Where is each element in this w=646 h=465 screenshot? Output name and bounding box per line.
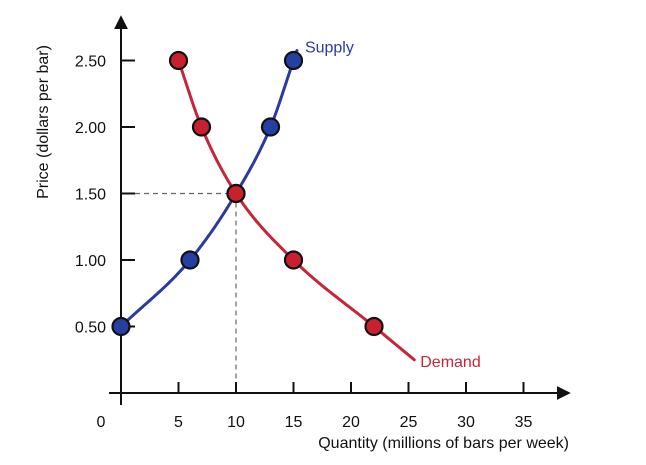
demand-point bbox=[226, 183, 246, 204]
x-tick-label: 15 bbox=[285, 414, 303, 431]
x-tick-label: 10 bbox=[227, 414, 245, 431]
x-axis-label: Quantity (millions of bars per week) bbox=[318, 435, 569, 452]
axes bbox=[109, 15, 571, 405]
y-tick-label: 0.50 bbox=[75, 320, 106, 337]
x-tick-label: 25 bbox=[400, 414, 418, 431]
supply-label: Supply bbox=[305, 40, 354, 57]
x-tick-label: 0 bbox=[97, 414, 106, 431]
series-labels: Supply Demand bbox=[305, 40, 481, 371]
x-tick-label: 20 bbox=[342, 414, 360, 431]
demand-point bbox=[191, 117, 212, 137]
series-curves bbox=[119, 49, 416, 362]
y-tick-label: 1.50 bbox=[75, 187, 106, 204]
supply-point bbox=[180, 250, 200, 270]
x-tick-label: 5 bbox=[174, 414, 183, 431]
demand-point bbox=[283, 250, 304, 270]
y-tick-label: 2.50 bbox=[75, 54, 106, 71]
demand-curve bbox=[174, 52, 416, 362]
x-tick-label: 35 bbox=[515, 414, 533, 431]
guide-lines bbox=[135, 192, 237, 393]
data-points bbox=[111, 50, 384, 337]
y-axis-label: Price (dollars per bar) bbox=[35, 45, 52, 199]
demand-label: Demand bbox=[420, 354, 480, 371]
supply-point bbox=[260, 117, 281, 137]
y-tick-label: 2.00 bbox=[75, 120, 106, 137]
demand-point bbox=[168, 50, 189, 71]
y-tick-label: 1.00 bbox=[75, 253, 106, 270]
supply-curve bbox=[119, 49, 299, 328]
axis-ticks: 0 5 10 15 20 25 30 35 0.50 1.00 1.50 2.00 2.50 bbox=[75, 54, 533, 432]
supply-point bbox=[111, 316, 131, 337]
supply-point bbox=[283, 50, 304, 71]
demand-point bbox=[364, 316, 384, 337]
x-tick-label: 30 bbox=[457, 414, 475, 431]
